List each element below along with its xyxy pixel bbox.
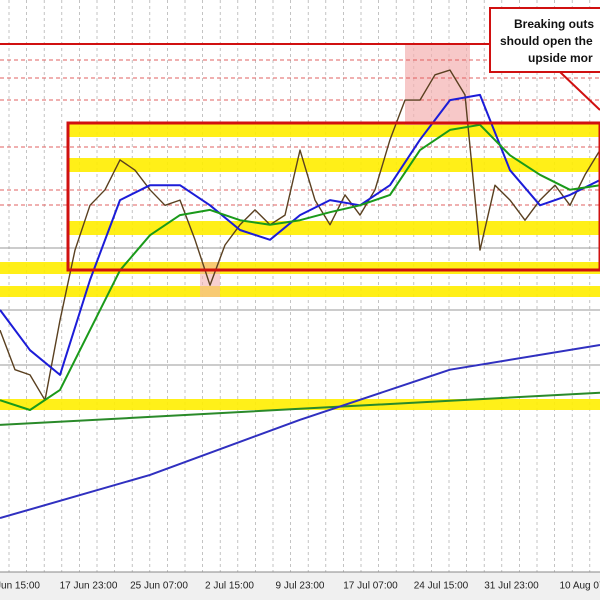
x-tick-label: Jun 15:00 (0, 581, 40, 592)
x-tick-label: 10 Aug 07 (559, 581, 600, 592)
x-tick-label: 25 Jun 07:00 (130, 581, 188, 592)
x-tick-label: 17 Jul 07:00 (343, 581, 398, 592)
band (0, 399, 600, 410)
annotation: should open the (500, 34, 593, 48)
x-tick-label: 9 Jul 23:00 (276, 581, 325, 592)
x-tick-label: 24 Jul 15:00 (414, 581, 469, 592)
band (0, 286, 600, 297)
band (68, 123, 600, 137)
x-axis-strip (0, 572, 600, 600)
grid (8, 0, 591, 572)
x-tick-label: 17 Jun 23:00 (60, 581, 118, 592)
highlight-zone (405, 45, 470, 125)
band (68, 158, 600, 172)
series-line (0, 344, 600, 520)
band (68, 221, 600, 235)
series-line (0, 391, 600, 426)
x-tick-label: 31 Jul 23:00 (484, 581, 539, 592)
annotation: Breaking outs (514, 17, 594, 31)
x-axis-labels: Jun 15:00 17 Jun 23:00 25 Jun 07:00 2 Jul 1… (0, 581, 600, 592)
series-group (0, 69, 600, 520)
series-line (0, 69, 600, 401)
range-box (66, 121, 600, 272)
arrow (559, 71, 600, 111)
band (0, 262, 600, 274)
series-line (0, 123, 600, 411)
annotation-box (489, 7, 600, 73)
x-tick-label: 2 Jul 15:00 (205, 581, 254, 592)
annotation: upside mor (528, 51, 593, 65)
